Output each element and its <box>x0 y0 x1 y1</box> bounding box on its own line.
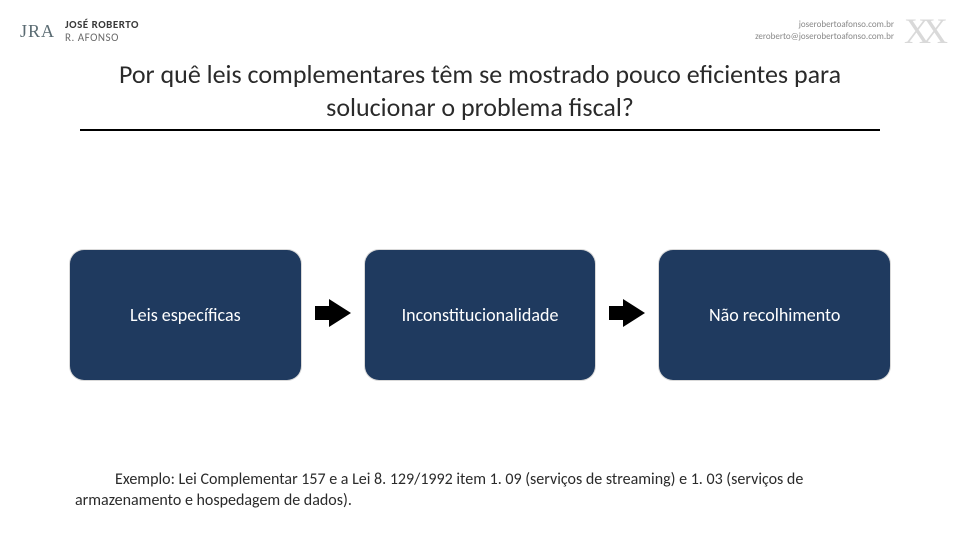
flow-node-2: Inconstitucionalidade <box>365 250 596 380</box>
website-text: joserobertoafonso.com.br <box>755 19 894 31</box>
arrow-icon <box>315 299 351 332</box>
slide-header: JRA JOSÉ ROBERTO R. AFONSO joserobertoaf… <box>20 10 940 52</box>
logo-xx: XX <box>904 10 940 52</box>
author-last: R. AFONSO <box>65 31 139 44</box>
slide-title: Por quê leis complementares têm se mostr… <box>80 58 880 131</box>
arrow-icon <box>609 299 645 332</box>
flowchart: Leis específicas Inconstitucionalidade N… <box>70 250 890 380</box>
author-first: JOSÉ ROBERTO <box>65 18 139 31</box>
author-name: JOSÉ ROBERTO R. AFONSO <box>65 18 139 44</box>
header-right: joserobertoafonso.com.br zeroberto@joser… <box>755 10 940 52</box>
header-left: JRA JOSÉ ROBERTO R. AFONSO <box>20 18 139 44</box>
logo-jra: JRA <box>20 21 55 42</box>
flow-node-1: Leis específicas <box>70 250 301 380</box>
email-text: zeroberto@joserobertoafonso.com.br <box>755 31 894 43</box>
footnote-text: Exemplo: Lei Complementar 157 e a Lei 8.… <box>75 470 885 512</box>
contact-block: joserobertoafonso.com.br zeroberto@joser… <box>755 19 894 42</box>
flow-node-3: Não recolhimento <box>659 250 890 380</box>
